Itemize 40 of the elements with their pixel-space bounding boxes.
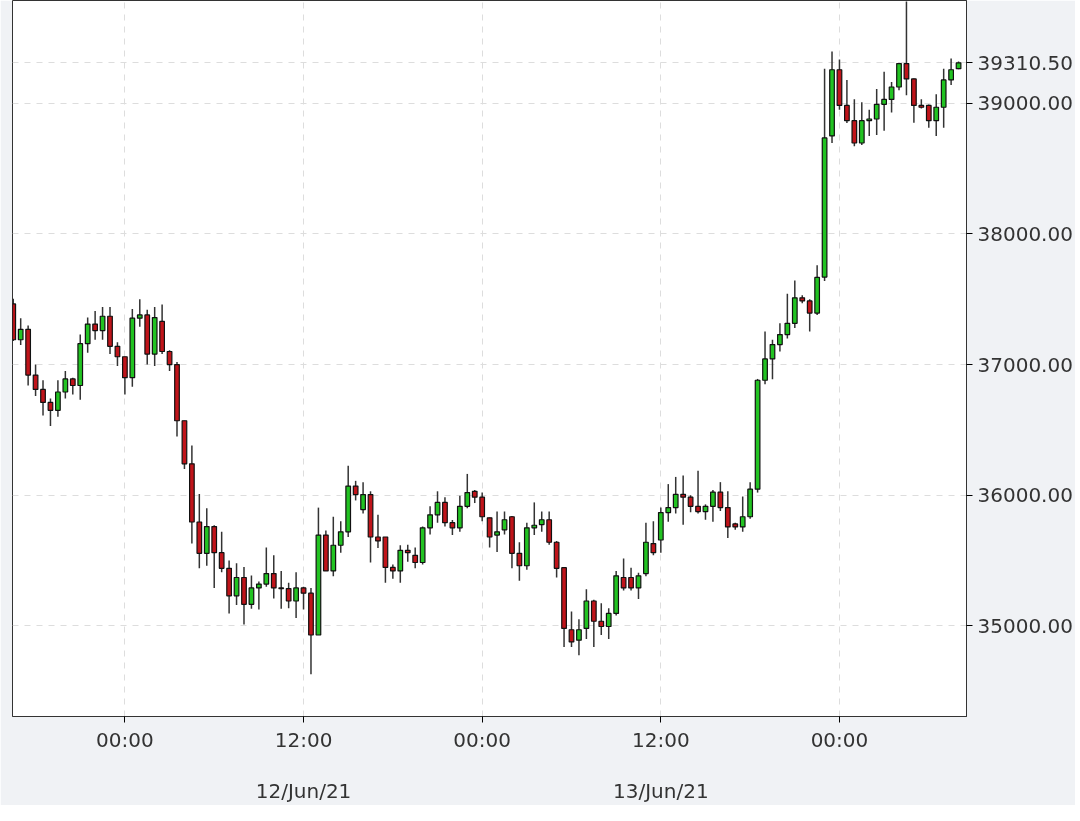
candlestick [851, 98, 858, 147]
x2-tick-label: 13/Jun/21 [613, 778, 709, 803]
candlestick [412, 546, 419, 570]
x-tick-label: 00:00 [96, 727, 154, 752]
candlestick [218, 531, 225, 574]
candlestick [40, 379, 46, 417]
candlestick [769, 339, 776, 380]
candlestick [456, 495, 463, 533]
candlestick [531, 501, 538, 536]
candlestick [263, 546, 270, 588]
candlestick [739, 495, 746, 533]
candlestick [464, 473, 471, 510]
candlestick [576, 618, 582, 656]
candlestick [948, 57, 955, 86]
x2-tick-label: 12/Jun/21 [255, 778, 352, 803]
candlestick [255, 580, 262, 611]
x-tick-label: 00:00 [810, 727, 869, 752]
y-tick-label: 38000.00 [977, 221, 1073, 246]
candlestick [337, 520, 344, 554]
candlestick [695, 470, 701, 515]
candlestick [62, 370, 69, 400]
x-tick-label: 12:00 [274, 727, 333, 752]
candlestick [427, 505, 433, 536]
candlestick [32, 363, 39, 397]
candlestick [55, 379, 61, 418]
candlestick [278, 570, 285, 610]
candlestick [635, 571, 642, 600]
candlestick [442, 496, 448, 528]
y-tick-label: 35000.00 [977, 613, 1073, 638]
candlestick [479, 491, 486, 523]
x-tick-label: 12:00 [632, 727, 690, 752]
candlestick [844, 79, 850, 124]
y-tick-label: 36000.00 [977, 483, 1073, 508]
candlestick [270, 554, 277, 600]
y-tick-label: 39310.50 [977, 50, 1073, 75]
candlestick [568, 610, 575, 648]
y-tick-label: 39000.00 [977, 91, 1073, 116]
x-tick-label: 00:00 [453, 727, 511, 752]
candlestick [888, 81, 895, 114]
y-tick-label: 37000.00 [977, 352, 1073, 377]
